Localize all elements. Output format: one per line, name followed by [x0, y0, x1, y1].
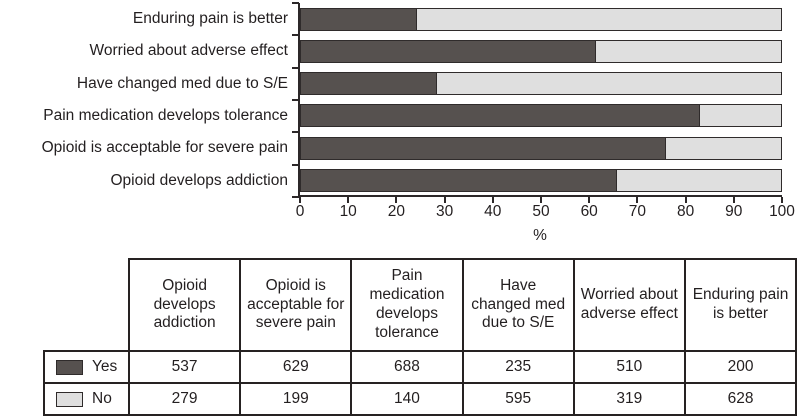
- category-axis-labels: Enduring pain is better Worried about adv…: [0, 3, 288, 197]
- table-value-cell: 537: [127, 350, 242, 384]
- category-label: Have changed med due to S/E: [76, 74, 288, 92]
- y-tick: [292, 195, 299, 198]
- table-column-header: Opioid develops addiction: [127, 258, 242, 352]
- bar-row: [300, 68, 782, 100]
- table-value-cell: 628: [683, 382, 798, 416]
- legend-label: Yes: [92, 357, 118, 375]
- stacked-bar: [300, 39, 782, 63]
- bar-segment-yes: [301, 170, 617, 192]
- x-tick: [732, 197, 735, 203]
- table-value-cell: 235: [461, 350, 575, 384]
- table-row: No 279 199 140 595 319 628: [43, 382, 798, 416]
- x-tick: [588, 197, 591, 203]
- category-label: Pain medication develops tolerance: [43, 107, 288, 125]
- table-value-cell: 688: [350, 350, 464, 384]
- x-tick-label: 60: [580, 203, 598, 220]
- x-tick-label: 30: [435, 203, 454, 220]
- bar-segment-yes: [301, 73, 437, 95]
- category-label: Worried about adverse effect: [89, 42, 288, 60]
- bar-segment-yes: [301, 40, 597, 62]
- x-tick: [443, 197, 446, 203]
- table-value-cell: 279: [127, 382, 242, 416]
- bar-row: [300, 3, 782, 35]
- legend-cell: No: [43, 382, 130, 416]
- table-value-cell: 629: [239, 350, 353, 384]
- table-value-cell: 199: [239, 382, 353, 416]
- legend-label: No: [92, 389, 112, 407]
- x-tick-label: 80: [676, 203, 695, 220]
- y-tick: [292, 34, 299, 37]
- legend-entry: Yes: [56, 358, 123, 377]
- table-value-cell: 319: [572, 382, 686, 416]
- x-tick-label: 40: [484, 203, 502, 220]
- bar-segment-yes: [301, 137, 666, 159]
- y-tick: [292, 163, 299, 166]
- table-column-header: Opioid is acceptable for severe pain: [239, 258, 353, 352]
- table-corner-empty-cell: [44, 259, 129, 351]
- bar-segment-yes: [301, 8, 417, 30]
- x-tick-label: 100: [769, 203, 795, 220]
- bar-segment-yes: [301, 105, 700, 127]
- legend-cell: Yes: [43, 350, 130, 384]
- x-tick: [299, 197, 301, 203]
- x-tick-label: 0: [295, 203, 305, 220]
- x-tick: [540, 197, 542, 203]
- bar-row: [300, 165, 782, 197]
- legend-entry: No: [56, 390, 123, 409]
- x-tick: [636, 197, 639, 203]
- table-value-cell: 140: [350, 382, 464, 416]
- table-row: Yes 537 629 688 235 510 200: [43, 350, 798, 384]
- y-tick: [292, 131, 299, 134]
- table-value-cell: 200: [683, 350, 798, 384]
- bar-row: [300, 100, 782, 132]
- table-value-cell: 595: [461, 382, 575, 416]
- category-label: Enduring pain is better: [132, 10, 288, 28]
- x-tick-label: 70: [628, 203, 647, 220]
- table-column-header: Pain medication develops tolerance: [350, 258, 464, 352]
- x-tick-label: 50: [532, 203, 550, 220]
- bar-row: [300, 35, 782, 67]
- bar-row: [300, 132, 782, 164]
- plot-area: 0 10 20 30 40 50 60 70 80 90 100: [292, 2, 795, 220]
- x-tick-label: 90: [725, 203, 743, 220]
- data-table: Opioid develops addiction Opioid is accep…: [43, 258, 798, 416]
- y-tick: [292, 2, 299, 4]
- table-column-header: Enduring pain is better: [683, 258, 798, 352]
- x-tick: [684, 197, 687, 203]
- x-tick: [347, 197, 350, 203]
- stacked-bar: [300, 169, 782, 193]
- x-axis-title: %: [533, 227, 547, 244]
- stacked-bar: [300, 72, 782, 96]
- stacked-bar: [300, 7, 782, 31]
- x-tick-label: 20: [387, 203, 406, 220]
- table-column-header: Worried about adverse effect: [572, 258, 686, 352]
- table-header-row: Opioid develops addiction Opioid is accep…: [44, 258, 798, 352]
- stacked-bar: [300, 136, 782, 160]
- y-tick: [292, 66, 299, 69]
- table-value-cell: 510: [572, 350, 686, 384]
- x-tick-label: 10: [339, 203, 357, 220]
- x-tick: [781, 197, 783, 203]
- x-tick: [491, 197, 494, 203]
- legend-swatch-yes-icon: [56, 359, 83, 375]
- category-label: Opioid is acceptable for severe pain: [41, 139, 288, 157]
- bars-group: [300, 3, 782, 197]
- category-label: Opioid develops addiction: [110, 171, 288, 189]
- y-tick: [292, 98, 299, 101]
- stacked-bar: [300, 104, 782, 128]
- x-tick: [395, 197, 398, 203]
- legend-swatch-no-icon: [56, 391, 83, 407]
- table-column-header: Have changed med due to S/E: [461, 258, 575, 352]
